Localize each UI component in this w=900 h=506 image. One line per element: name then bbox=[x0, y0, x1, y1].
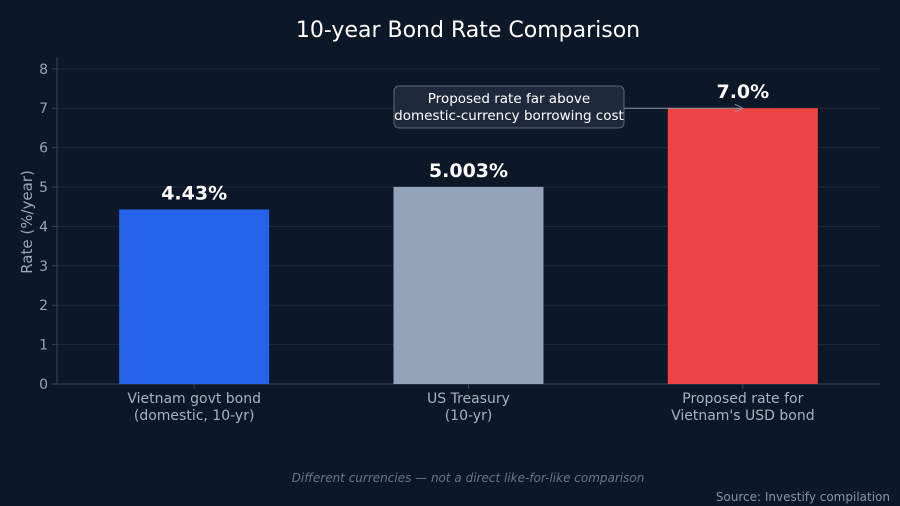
x-tick-label-line: (domestic, 10-yr) bbox=[134, 408, 255, 424]
y-axis-label: Rate (%/year) bbox=[18, 170, 36, 274]
x-tick-label-line: Vietnam govt bond bbox=[127, 391, 261, 407]
bar bbox=[393, 186, 544, 384]
bar bbox=[667, 108, 818, 385]
footnote: Different currencies — not a direct like… bbox=[292, 471, 645, 485]
y-tick-label: 7 bbox=[39, 101, 48, 117]
y-tick-label: 5 bbox=[39, 180, 48, 196]
y-tick-label: 2 bbox=[39, 298, 48, 314]
annotation-text: Proposed rate far above domestic-currency… bbox=[394, 91, 624, 124]
y-tick-label: 6 bbox=[39, 141, 48, 157]
x-tick-label-line: US Treasury bbox=[427, 391, 510, 407]
annotation-box bbox=[393, 85, 625, 129]
bar bbox=[119, 209, 270, 384]
chart-title: 10-year Bond Rate Comparison bbox=[296, 18, 640, 43]
y-tick-label: 1 bbox=[39, 338, 48, 354]
category-labels: Vietnam govt bond (domestic, 10-yr) US Tre… bbox=[127, 391, 814, 424]
x-tick-label-line: (10-yr) bbox=[445, 408, 493, 424]
annotation-text-line: domestic-currency borrowing cost bbox=[394, 108, 624, 124]
annotation-arrowhead bbox=[734, 103, 744, 113]
y-tick-label: 8 bbox=[39, 62, 48, 78]
y-tick-label: 4 bbox=[39, 219, 48, 235]
x-tick-label-line: Vietnam's USD bond bbox=[671, 408, 815, 424]
annotation: Proposed rate far above domestic-currency… bbox=[393, 85, 744, 129]
bar-value-label: 4.43% bbox=[161, 182, 227, 204]
y-tick-label: 0 bbox=[39, 377, 48, 393]
bar-value-label: 7.0% bbox=[716, 81, 769, 103]
source-note: Source: Investify compilation bbox=[716, 490, 890, 504]
value-labels: 4.43% 5.003% 7.0% bbox=[161, 81, 769, 204]
bar-value-label: 5.003% bbox=[429, 160, 508, 182]
annotation-text-line: Proposed rate far above bbox=[428, 91, 590, 107]
x-tick-label-line: Proposed rate for bbox=[682, 391, 803, 407]
x-tick-label: Vietnam govt bond (domestic, 10-yr) bbox=[127, 391, 261, 424]
bars bbox=[119, 108, 818, 385]
x-tick-label: US Treasury (10-yr) bbox=[427, 391, 510, 424]
y-tick-label: 3 bbox=[39, 259, 48, 275]
x-tick-label: Proposed rate for Vietnam's USD bond bbox=[671, 391, 815, 424]
